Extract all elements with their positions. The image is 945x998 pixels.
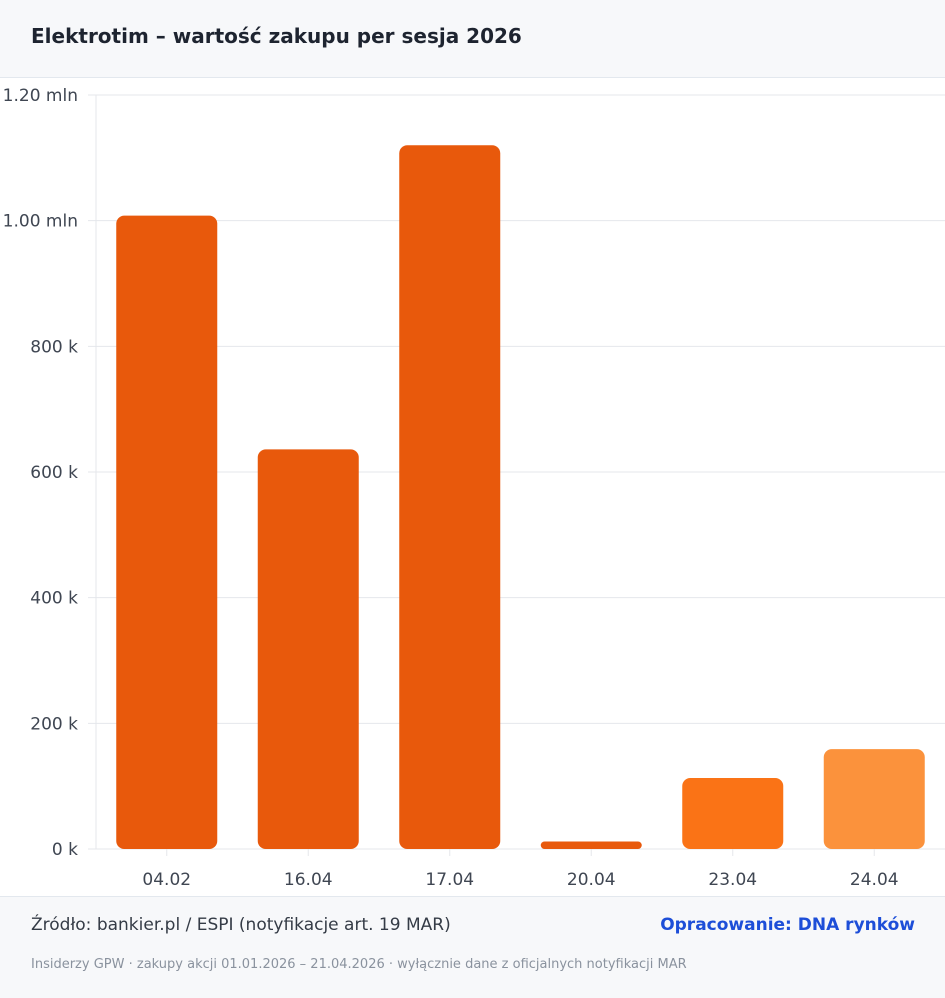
y-tick-label: 400 k: [30, 589, 78, 609]
x-tick-label: 24.04: [850, 870, 899, 890]
y-tick-label: 800 k: [30, 337, 78, 357]
y-tick-label: 0 k: [52, 840, 78, 860]
chart-header: Elektrotim – wartość zakupu per sesja 20…: [0, 0, 945, 78]
bar: [682, 777, 784, 849]
grid-lines: [88, 94, 945, 850]
bar: [257, 449, 359, 849]
footnote-text: Insiderzy GPW · zakupy akcji 01.01.2026 …: [31, 957, 687, 972]
x-tick-label: 23.04: [708, 870, 757, 890]
bar: [399, 145, 501, 849]
x-tick-label: 17.04: [425, 870, 474, 890]
x-tick-label: 04.02: [142, 870, 191, 890]
y-axis-ticks: 0 k 200 k 400 k 600 k 800 k 1.00 mln 1.20 mln: [3, 86, 78, 860]
y-tick-label: 200 k: [30, 714, 78, 734]
bars: [116, 145, 925, 849]
y-tick-label: 600 k: [30, 463, 78, 483]
y-tick-label: 1.20 mln: [3, 86, 78, 106]
x-tick-label: 20.04: [567, 870, 616, 890]
chart-title: Elektrotim – wartość zakupu per sesja 20…: [31, 24, 522, 48]
x-axis-ticks: 04.02 16.04 17.04 20.04 23.04 24.04: [142, 849, 899, 890]
bar: [116, 215, 218, 849]
chart-footer: Źródło: bankier.pl / ESPI (notyfikacje a…: [0, 896, 945, 998]
x-tick-label: 16.04: [284, 870, 333, 890]
bar: [823, 749, 925, 849]
y-tick-label: 1.00 mln: [3, 212, 78, 232]
source-text: Źródło: bankier.pl / ESPI (notyfikacje a…: [31, 915, 451, 935]
credit-link[interactable]: Opracowanie: DNA rynków: [660, 915, 915, 935]
bar: [540, 841, 642, 849]
